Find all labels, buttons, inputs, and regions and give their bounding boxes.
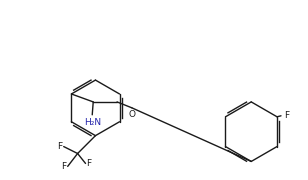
Text: O: O: [129, 110, 136, 119]
Text: F: F: [284, 111, 289, 120]
Text: H₂N: H₂N: [84, 118, 101, 127]
Text: F: F: [61, 162, 66, 171]
Text: F: F: [57, 141, 62, 150]
Text: F: F: [86, 159, 91, 168]
